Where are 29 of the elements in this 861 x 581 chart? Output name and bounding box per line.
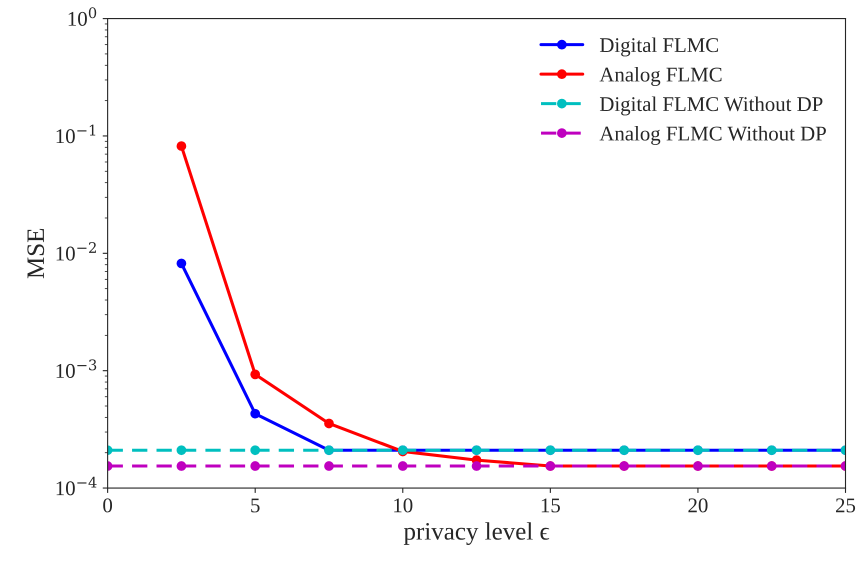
point: [176, 445, 186, 456]
point: [250, 370, 260, 380]
point: [176, 141, 186, 151]
point: [176, 461, 186, 471]
y-tick-label: 10$^{−3}$: [56, 359, 96, 378]
x-tick-label: 20: [688, 498, 708, 512]
y-axis-title: MSE: [27, 228, 44, 278]
x-axis-title: privacy level ϵ: [404, 522, 550, 545]
x-tick-label: 25: [836, 498, 856, 512]
x-tick-label: 0: [103, 498, 112, 512]
point: [176, 258, 186, 268]
legend-label: Digital FLMC Without DP: [600, 96, 822, 116]
point: [324, 418, 334, 428]
legend-label: Analog FLMC Without DP: [600, 126, 826, 145]
y-tick-label: 10$^{−4}$: [56, 476, 97, 496]
y-tick-label: 10$^{0}$: [68, 7, 96, 26]
point: [324, 461, 334, 471]
legend-label: Digital FLMC: [600, 37, 718, 56]
legend-label: Analog FLMC: [600, 66, 722, 86]
x-tick-label: 5: [251, 498, 260, 512]
point: [398, 461, 408, 471]
point: [472, 461, 482, 471]
point: [250, 445, 260, 456]
y-tick-label: 10$^{−2}$: [56, 242, 96, 261]
x-tick-label: 15: [542, 498, 560, 512]
y-tick-label: 10$^{−1}$: [56, 124, 96, 144]
x-tick-label: 10: [394, 498, 412, 512]
point: [250, 461, 260, 471]
point: [250, 408, 260, 419]
